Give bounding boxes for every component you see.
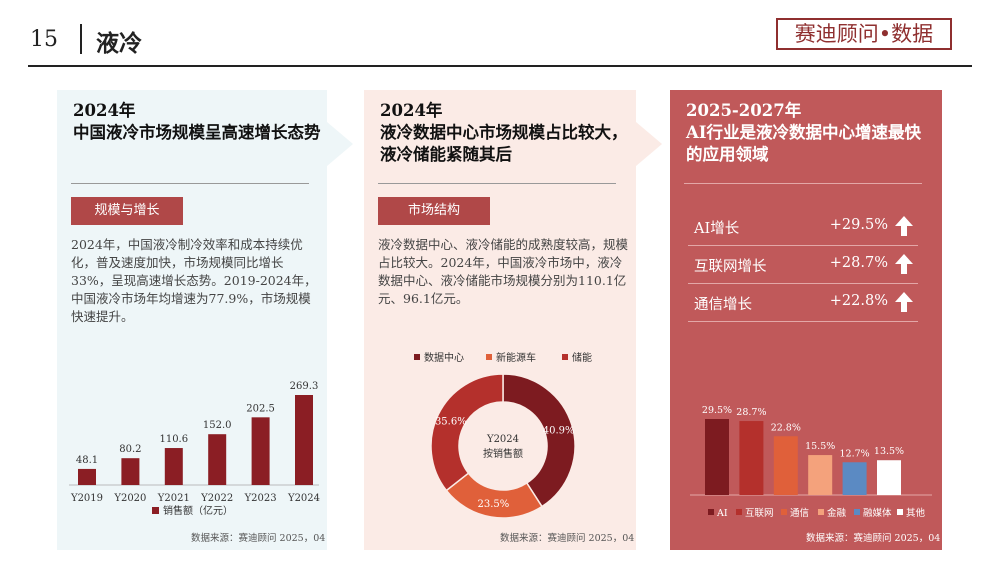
growth-value: +22.8% xyxy=(829,293,888,309)
panel-title: 2025-2027年 AI行业是液冷数据中心增速最快的应用领域 xyxy=(686,101,922,164)
brand-logo: 赛迪顾问•数据 xyxy=(776,18,952,50)
growth-row: AI增长 +29.5% xyxy=(688,213,918,246)
tick-label: Y2020 xyxy=(113,493,146,504)
tick-label: Y2023 xyxy=(244,493,277,504)
bar xyxy=(739,421,764,495)
growth-value: +29.5% xyxy=(829,217,888,233)
data-label: 269.3 xyxy=(290,381,319,392)
legend-swatch xyxy=(152,507,159,514)
growth-row: 通信增长 +22.8% xyxy=(688,289,918,322)
bar xyxy=(164,448,183,485)
legend-label: 通信 xyxy=(790,507,809,519)
data-label: 13.5% xyxy=(874,446,904,457)
legend-label: 融媒体 xyxy=(863,507,892,519)
slice-label: 40.9% xyxy=(543,426,575,437)
row-divider xyxy=(688,245,918,246)
row-divider xyxy=(688,321,918,322)
legend-label: 其他 xyxy=(906,507,926,519)
panel-title: 2024年 中国液冷市场规模呈高速增长态势 xyxy=(73,101,321,142)
donut-slice xyxy=(502,373,576,508)
panel-growth-fields: 2025-2027年 AI行业是液冷数据中心增速最快的应用领域 AI增长 +29.5… xyxy=(670,90,942,550)
flow-arrow xyxy=(327,122,353,166)
section-tag: 规模与增长 xyxy=(71,197,183,225)
up-arrow-icon xyxy=(895,254,913,274)
slice-label: 23.5% xyxy=(477,499,509,510)
data-source: 数据来源：赛迪顾问 2025，04 xyxy=(500,533,635,544)
title-divider xyxy=(684,183,922,184)
bar xyxy=(78,468,96,485)
legend-label: 储能 xyxy=(572,351,592,364)
bar xyxy=(295,395,313,485)
bar xyxy=(121,458,140,485)
center-label: Y2024 xyxy=(486,434,519,445)
data-label: 80.2 xyxy=(119,444,141,455)
row-divider xyxy=(688,283,918,284)
title-divider xyxy=(378,183,616,184)
panel-paragraph: 液冷数据中心、液冷储能的成熟度较高，规模占比较大。2024年，中国液冷市场中，液… xyxy=(378,237,629,306)
growth-row: 互联网增长 +28.7% xyxy=(688,251,918,284)
data-label: 12.7% xyxy=(840,448,870,459)
bar xyxy=(773,436,798,495)
title-divider xyxy=(71,183,309,184)
data-label: 202.5 xyxy=(246,403,275,414)
panel-title: 2024年 液冷数据中心市场规模占比较大，液冷储能紧随其后 xyxy=(380,101,628,164)
bar xyxy=(705,419,729,495)
tick-label: Y2024 xyxy=(287,493,320,504)
tick-label: Y2021 xyxy=(157,493,190,504)
up-arrow-icon xyxy=(895,292,913,312)
legend-swatch xyxy=(897,509,903,515)
growth-label: AI增长 xyxy=(694,221,740,237)
legend-swatch xyxy=(562,354,568,360)
data-label: 15.5% xyxy=(805,441,835,452)
section-tag: 市场结构 xyxy=(378,197,490,225)
data-label: 22.8% xyxy=(771,422,801,433)
legend-swatch xyxy=(854,509,860,515)
legend-label: 金融 xyxy=(827,507,847,519)
flow-arrow xyxy=(636,122,662,166)
data-source: 数据来源：赛迪顾问 2025，04 xyxy=(191,533,326,544)
panel-paragraph: 2024年，中国液冷制冷效率和成本持续优化，普及速度加快，市场规模同比增长33%… xyxy=(71,237,317,324)
center-label: 按销售额 xyxy=(483,447,523,460)
slice-label: 35.6% xyxy=(435,417,467,428)
growth-label: 互联网增长 xyxy=(694,259,767,275)
legend-label: 新能源车 xyxy=(496,351,536,364)
donut-chart-structure: 数据中心 新能源车 储能 40.9% 23.5% 35.6% Y2024 按销售额 xyxy=(414,351,592,518)
page-number: 15 xyxy=(30,27,58,52)
legend-swatch xyxy=(736,509,742,515)
legend-swatch xyxy=(818,509,824,515)
bar xyxy=(877,460,901,495)
data-label: 29.5% xyxy=(702,405,732,416)
panel-market-scale: 2024年 中国液冷市场规模呈高速增长态势 规模与增长 2024年，中国液冷制冷效… xyxy=(57,90,327,550)
legend-swatch xyxy=(414,354,420,360)
data-label: 152.0 xyxy=(203,420,232,431)
donut-slice xyxy=(430,373,504,492)
legend-label: 互联网 xyxy=(745,508,774,519)
tick-label: Y2022 xyxy=(200,493,233,504)
growth-value: +28.7% xyxy=(829,255,888,271)
legend-label: 数据中心 xyxy=(424,351,464,364)
panel-market-structure: 2024年 液冷数据中心市场规模占比较大，液冷储能紧随其后 市场结构 液冷数据中心… xyxy=(364,90,636,550)
header-divider xyxy=(80,24,82,54)
bar xyxy=(842,462,867,495)
legend-swatch xyxy=(708,509,714,515)
legend-swatch xyxy=(781,509,787,515)
bar-chart-growth-rate: 29.5% 28.7% 22.8% 15.5% 12.7% 13.5% AI 互联网 通信 金融 融… xyxy=(690,405,932,519)
bar xyxy=(208,434,227,485)
legend-label: 销售额（亿元） xyxy=(163,504,233,517)
data-source: 数据来源：赛迪顾问 2025，04 xyxy=(806,533,941,544)
bar-chart-market-size: 48.1 Y2019 80.2 Y2020 110.6 Y2021 152.0 Y2022 20… xyxy=(69,381,320,517)
growth-label: 通信增长 xyxy=(694,297,752,313)
bar xyxy=(808,455,833,495)
header-rule xyxy=(28,65,972,67)
page-title: 液冷 xyxy=(96,30,142,57)
data-label: 110.6 xyxy=(159,434,188,445)
bar xyxy=(251,417,270,485)
tick-label: Y2019 xyxy=(70,493,103,504)
data-label: 28.7% xyxy=(736,407,766,418)
data-label: 48.1 xyxy=(76,455,98,466)
legend-swatch xyxy=(486,354,492,360)
up-arrow-icon xyxy=(895,216,913,236)
legend-label: AI xyxy=(716,508,728,519)
